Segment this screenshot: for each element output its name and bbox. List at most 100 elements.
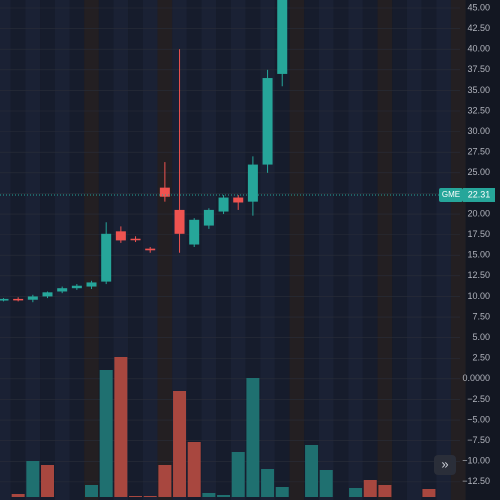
candle-body [174, 209, 185, 234]
candle-body [145, 248, 156, 251]
candle-body [101, 233, 112, 282]
price-box [463, 187, 495, 202]
candle-body [189, 219, 200, 245]
price-badge: GME 22.31 [439, 187, 495, 202]
volume-bar [275, 487, 289, 497]
y-tick-label: 15.00 [467, 250, 490, 260]
volume-bar [41, 465, 55, 497]
stripe [406, 0, 422, 500]
volume-bar [11, 494, 25, 497]
y-tick-label: −7.50 [467, 435, 490, 445]
volume-bar [246, 378, 260, 497]
candle-body [203, 209, 214, 226]
stripe [392, 0, 407, 500]
y-tick-label: 17.50 [467, 229, 490, 239]
candle-body [27, 296, 38, 300]
symbol-badge [439, 187, 463, 202]
candle-body [159, 187, 170, 197]
volume-bar [363, 480, 377, 497]
candle-body [86, 282, 97, 287]
y-tick-label: 40.00 [467, 44, 490, 54]
volume-bar [187, 442, 201, 497]
y-tick-label: 10.00 [467, 291, 490, 301]
stripe [304, 0, 319, 500]
stripe [289, 0, 305, 500]
stripe [377, 0, 393, 500]
y-tick-label: 32.50 [467, 105, 490, 115]
y-tick-label: 35.00 [467, 85, 490, 95]
background-stripes [0, 0, 466, 500]
volume-bar [114, 357, 128, 497]
y-tick-label: 25.00 [467, 167, 490, 177]
stripe [69, 0, 85, 500]
y-tick-label: 2.50 [472, 353, 490, 363]
y-tick-label: −10.00 [462, 456, 490, 466]
last-price: 22.31 [468, 189, 491, 199]
candle-body [130, 238, 141, 241]
volume-bar [231, 452, 245, 497]
y-tick-label: 27.50 [467, 147, 490, 157]
stripe [421, 0, 437, 500]
candle-body [277, 0, 288, 74]
stripe [216, 0, 231, 500]
stripe [40, 0, 55, 500]
stripe [318, 0, 334, 500]
volume-bar [217, 495, 231, 497]
stripe [128, 0, 143, 500]
stripe [450, 0, 466, 500]
volume-bar [202, 493, 216, 497]
volume-bar [26, 461, 40, 497]
y-tick-label: 37.50 [467, 64, 490, 74]
stripe [84, 0, 99, 500]
candle-body [115, 231, 126, 241]
y-tick-label: −2.50 [467, 394, 490, 404]
volume-bar [261, 469, 275, 497]
volume-bar [129, 496, 143, 497]
y-tick-label: −12.50 [462, 476, 490, 486]
stripe [25, 0, 41, 500]
stripe [230, 0, 246, 500]
stripe [0, 0, 11, 500]
candle-body [262, 78, 273, 165]
y-tick-label: −5.00 [467, 414, 490, 424]
scroll-icon[interactable]: » [441, 456, 448, 471]
stripe [348, 0, 363, 500]
volume-bar [85, 485, 99, 497]
volume-bar [319, 470, 333, 497]
volume-bar [143, 496, 157, 497]
plot: 45.00 42.50 40.00 37.50 35.00 32.50 30.00 27.50… [0, 0, 490, 497]
stripe [362, 0, 378, 500]
candle-body [247, 164, 258, 202]
volume-bar [173, 391, 187, 497]
stripe [245, 0, 261, 500]
scroll-button-bg[interactable] [434, 455, 456, 475]
stripe [201, 0, 217, 500]
volume-bar [422, 489, 436, 497]
scroll-button[interactable]: » [434, 455, 456, 475]
y-tick-label: 45.00 [467, 2, 490, 12]
stripe [333, 0, 349, 500]
candle-body [13, 298, 24, 301]
volume-bar [349, 488, 363, 497]
y-tick-label: 42.50 [467, 23, 490, 33]
candle-body [0, 298, 9, 301]
volume-bar [99, 370, 113, 497]
stripe [157, 0, 173, 500]
stripe [10, 0, 26, 500]
volume-bar [305, 445, 319, 497]
candle-body [71, 285, 82, 289]
symbol: GME [442, 190, 460, 199]
y-tick-label: 0.0000 [462, 373, 490, 383]
candle-body [233, 197, 244, 203]
volume-bar [158, 465, 172, 497]
y-tick-label: 5.00 [472, 332, 490, 342]
y-tick-label: 7.50 [472, 311, 490, 321]
volume-bar [378, 485, 392, 497]
stripe [274, 0, 290, 500]
stripe [54, 0, 70, 500]
stripe [186, 0, 202, 500]
y-tick-label: 12.50 [467, 270, 490, 280]
y-tick-label: 20.00 [467, 208, 490, 218]
stripe [436, 0, 451, 500]
